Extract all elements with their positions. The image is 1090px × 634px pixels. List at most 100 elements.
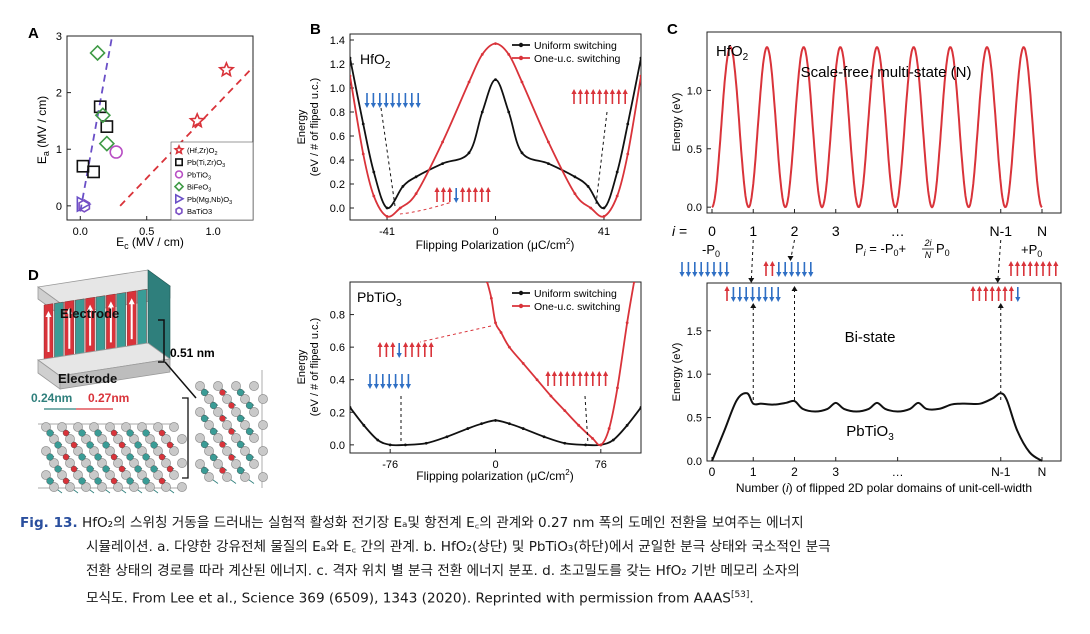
- atom-teal: [209, 427, 218, 436]
- panel-b-top-curves: [350, 42, 641, 218]
- atom-red: [118, 465, 126, 473]
- c-box1-arrow-head: [750, 297, 756, 302]
- c-right-arrow-head: [1040, 261, 1046, 266]
- x-tick-label: -41: [379, 226, 395, 238]
- legend-label: Uniform switching: [534, 288, 617, 300]
- bb-2-arrow-head: [396, 353, 402, 358]
- oxygen-atom: [213, 459, 223, 469]
- y-tick-label: 0.0: [687, 202, 702, 214]
- oxygen-atom: [57, 422, 67, 432]
- series-point: [639, 74, 641, 78]
- series-point: [602, 215, 606, 218]
- y-tick-label: 0.4: [330, 155, 345, 167]
- caption-line-1-text: HfO₂의 스위칭 거동을 드러내는 실험적 활성화 전기장 Eₐ및 항전계 E…: [77, 515, 804, 531]
- oxygen-atom: [41, 446, 51, 456]
- legend-box: [170, 141, 254, 221]
- panel-c-middle: i = -P0 +P0 Pi = -P0+ 2i N P0 0 1 2 3 … N-1 N: [672, 223, 1059, 400]
- data-point-star: [217, 60, 236, 78]
- bt-dash-left: [380, 107, 396, 207]
- bt-arrows-mid: [434, 187, 491, 203]
- caption-end: .: [749, 590, 754, 607]
- atom-red: [110, 429, 118, 437]
- series-point: [626, 122, 630, 126]
- c-arrow-glyphs: [679, 239, 1059, 400]
- caption-line-1: Fig. 13. HfO₂의 스위칭 거동을 드러내는 실험적 활성화 전기장 …: [20, 511, 1075, 535]
- bt-l-arrow-head: [415, 103, 421, 108]
- c-box2-arrow-head: [983, 286, 989, 291]
- oxygen-atom: [129, 482, 139, 492]
- oxygen-atom: [177, 458, 187, 468]
- stripe-arrow-head: [87, 304, 94, 311]
- panel-c-bottom-material: PbTiO3: [846, 423, 894, 443]
- c-box1-arrow-head: [724, 286, 730, 291]
- caption-line-3: 전환 상태의 경로를 따라 계산된 에너지. c. 격자 위치 별 분극 전환 …: [86, 563, 800, 579]
- atom-teal: [78, 429, 86, 437]
- oxygen-atom: [177, 482, 187, 492]
- bt-r-arrow-head: [603, 89, 609, 94]
- bb-3-arrow-head: [603, 371, 609, 376]
- series-point: [388, 443, 392, 447]
- x-tick-label: -76: [382, 459, 398, 471]
- bt-l-arrow-head: [370, 103, 376, 108]
- c-box2-arrow-head: [1015, 297, 1021, 302]
- bt-l-arrow-head: [409, 103, 415, 108]
- atom-red: [219, 441, 226, 448]
- bt-m-arrow-head: [472, 187, 478, 192]
- y-tick-label: 0.6: [330, 342, 345, 354]
- panel-c-letter: C: [667, 21, 678, 38]
- caption-line-2: 시뮬레이션. a. 다양한 강유전체 물질의 Eₐ와 E꜀ 간의 관계. b. …: [86, 539, 831, 555]
- thickness-bracket: [158, 319, 165, 363]
- data-point-square: [93, 100, 107, 114]
- panel-b-bottom-ylabel-2: (eV / # of fliped u.c.): [309, 318, 321, 416]
- series-point: [350, 74, 352, 78]
- oxygen-atom: [240, 394, 250, 404]
- oxygen-atom: [129, 458, 139, 468]
- c-mid-arrow-head: [808, 272, 814, 277]
- c-dash-up-head: [791, 286, 798, 291]
- c-left-arrow-head: [711, 272, 717, 277]
- c-left-arrow-head: [724, 272, 730, 277]
- series-point: [489, 296, 493, 300]
- atom-teal: [94, 453, 102, 461]
- bb-2-arrow-head: [422, 342, 428, 347]
- c-dash-head: [787, 256, 794, 261]
- y-tick-label: 0.0: [330, 203, 345, 215]
- panel-b-top: B -41 0 41 0.0 0.2 0.4 0.6 0.8 1.0 1.2 1.4 HfO2 Un…: [296, 21, 642, 252]
- series-point: [385, 206, 389, 210]
- oxygen-atom: [222, 472, 232, 482]
- bt-m-arrow-head: [453, 198, 459, 203]
- series-point: [639, 56, 641, 60]
- oxygen-atom: [97, 458, 107, 468]
- atom-red: [62, 477, 70, 485]
- panel-b-bottom: -76 0 76 0.0 0.2 0.4 0.6 0.8 PbTiO3 Uniform swi…: [296, 281, 642, 483]
- oxygen-atom: [249, 381, 259, 391]
- data-point-diamond: [94, 107, 112, 124]
- atom-red: [166, 465, 174, 473]
- atom-teal: [142, 453, 150, 461]
- c-left-arrow-head: [692, 272, 698, 277]
- c-mid-arrow-head: [782, 272, 788, 277]
- c-box2-arrow-head: [970, 286, 976, 291]
- panel-b-top-ylabel-2: (eV / # of fliped u.c.): [309, 78, 321, 176]
- i-tick-label: N: [1037, 223, 1047, 239]
- oxygen-atom: [195, 459, 205, 469]
- panel-c-top-ticks: 0.0 0.5 1.0: [687, 85, 1043, 214]
- series-point: [639, 406, 641, 409]
- atom-red: [228, 428, 235, 435]
- oxygen-atom: [97, 482, 107, 492]
- legend-label-sub: 3: [208, 175, 211, 181]
- stripe: [95, 295, 106, 352]
- c-box1-arrow-head: [737, 297, 743, 302]
- bb-2-arrow-head: [415, 342, 421, 347]
- atom-teal: [200, 440, 209, 449]
- atom-red: [118, 441, 126, 449]
- oxygen-atom: [113, 482, 123, 492]
- c-box2-arrow-head: [996, 286, 1002, 291]
- data-point-square: [87, 165, 100, 179]
- y-tick-label: 0.4: [330, 375, 345, 387]
- atom-teal: [46, 453, 54, 461]
- energy-curve: [711, 46, 1043, 209]
- y-tick-label: 1.5: [687, 326, 702, 338]
- panel-a-ticks: 0.0 0.5 1.0 0 1 2 3: [56, 31, 221, 238]
